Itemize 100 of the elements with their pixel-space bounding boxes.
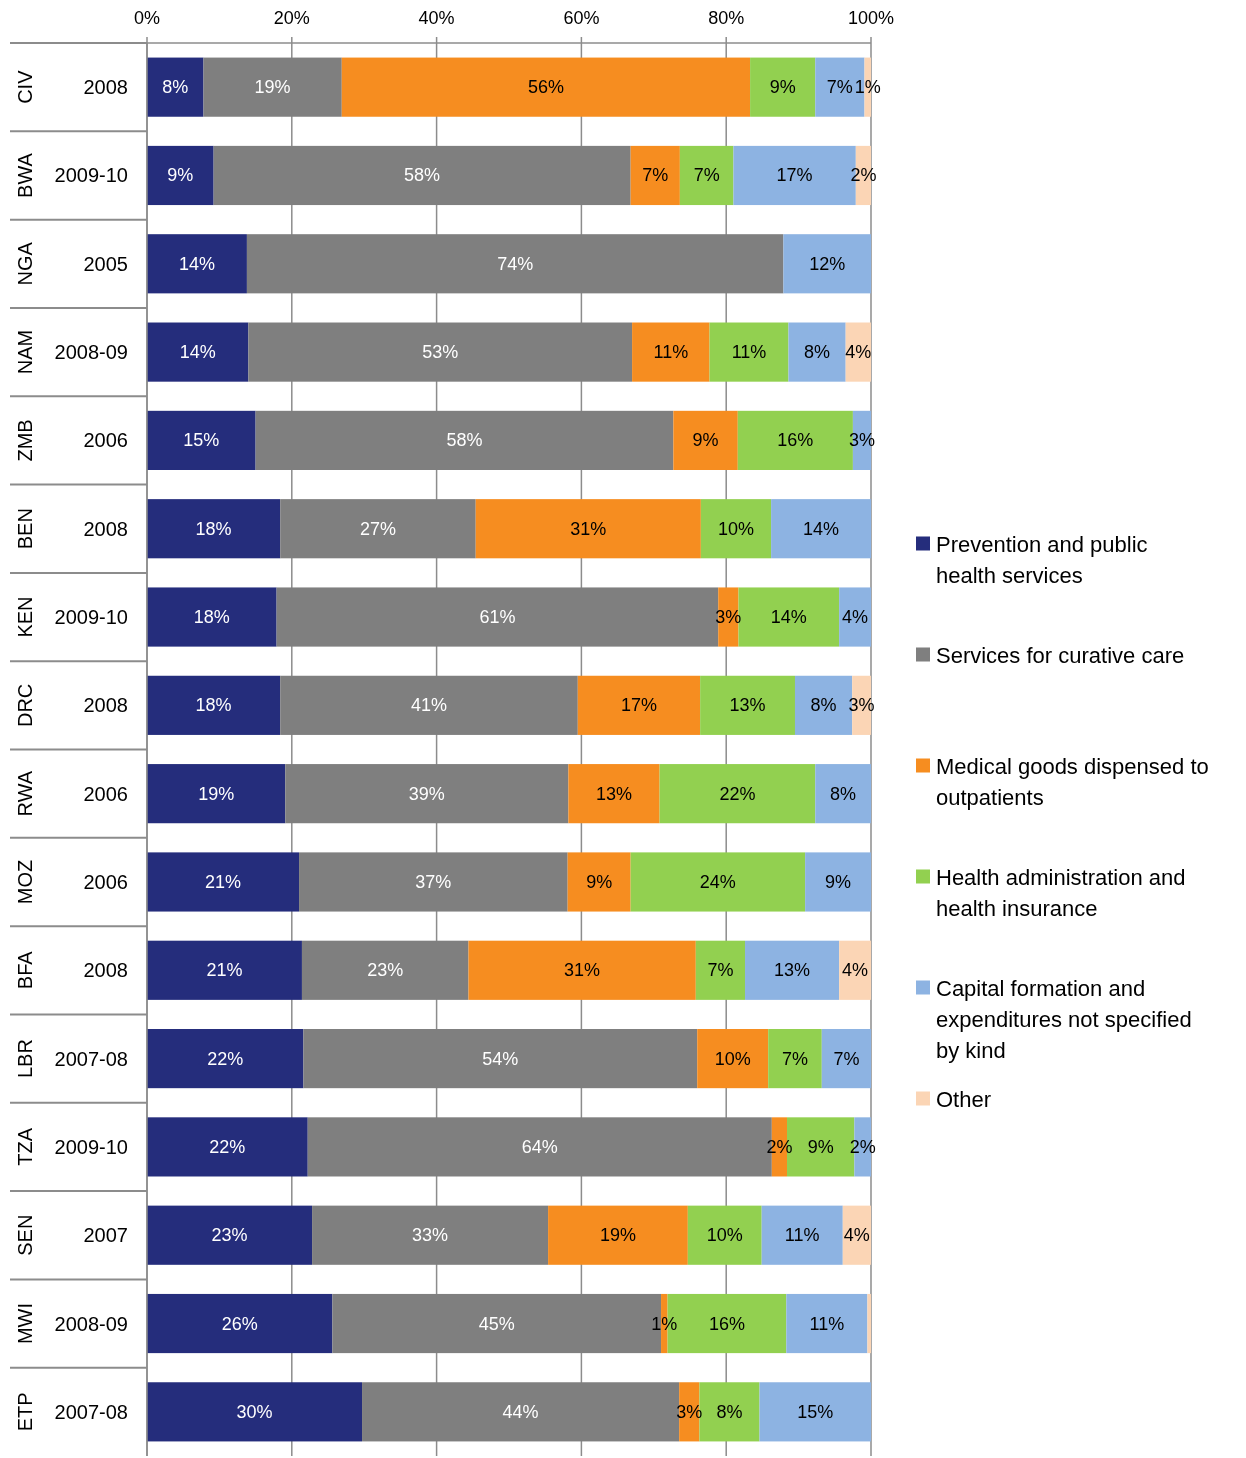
bar	[577, 675, 701, 735]
bar	[687, 1205, 762, 1265]
data-label: 13%	[595, 783, 632, 804]
bar	[255, 410, 674, 470]
y-tick-label: NAM 2008-09	[14, 329, 128, 375]
data-label: 31%	[564, 960, 601, 981]
data-label: 19%	[198, 783, 235, 804]
bar	[567, 852, 631, 912]
bar	[203, 57, 342, 117]
bar	[768, 1029, 822, 1089]
bar	[568, 764, 660, 824]
data-label: 17%	[620, 695, 657, 716]
bar	[312, 1205, 549, 1265]
bar	[805, 852, 871, 912]
data-label: 15%	[797, 1401, 834, 1422]
bar	[246, 234, 784, 294]
y-tick-label: KEN 2009-10	[14, 596, 128, 638]
bar	[301, 940, 469, 1000]
data-label: 9%	[825, 871, 852, 892]
legend-label: Capital formation and expenditures not specified by kind	[936, 975, 1192, 1062]
x-tick-label: 20%	[273, 8, 310, 28]
data-label: 15%	[183, 430, 220, 451]
bar	[147, 1205, 313, 1265]
bar	[147, 1029, 304, 1089]
legend-label: Medical goods dispensed to outpatients	[936, 753, 1209, 809]
data-label: 53%	[422, 342, 459, 363]
bar	[630, 145, 680, 206]
data-label: 64%	[521, 1136, 558, 1157]
data-label: 14%	[178, 253, 215, 274]
bar	[341, 57, 751, 117]
legend-label: Services for curative care	[936, 642, 1185, 667]
data-label: 9%	[692, 430, 719, 451]
legend-label: Other	[936, 1086, 992, 1111]
bar	[248, 322, 633, 382]
bar	[786, 1293, 868, 1354]
legend-label: Prevention and public health services	[936, 531, 1148, 587]
data-label: 4%	[843, 1225, 870, 1246]
data-label: 37%	[415, 871, 452, 892]
data-label: 18%	[195, 518, 232, 539]
data-label: 33%	[412, 1225, 449, 1246]
data-label: 4%	[845, 342, 872, 363]
bar	[147, 410, 256, 470]
data-label: 16%	[777, 430, 814, 451]
bar	[147, 499, 281, 559]
category-label: SEN 2007	[14, 1214, 128, 1256]
data-label: 2%	[766, 1136, 793, 1157]
bar	[783, 234, 871, 294]
data-label: 7%	[826, 77, 853, 98]
bar	[867, 1293, 871, 1354]
data-label: 10%	[717, 518, 754, 539]
bar	[709, 322, 789, 382]
data-label: 1%	[854, 77, 881, 98]
data-label: 39%	[408, 783, 445, 804]
data-label: 11%	[653, 342, 689, 363]
data-label: 3%	[715, 607, 742, 628]
data-label: 31%	[570, 518, 607, 539]
bar	[821, 1029, 871, 1089]
data-label: 9%	[769, 77, 796, 98]
bar	[280, 499, 476, 559]
bar	[468, 940, 696, 1000]
y-tick-label: ETP 2007-08	[14, 1392, 128, 1432]
category-label: RWA 2006	[14, 770, 128, 817]
data-label: 3%	[676, 1401, 703, 1422]
data-label: 22%	[209, 1136, 246, 1157]
bar	[147, 234, 247, 294]
x-tick-label: 80%	[708, 8, 745, 28]
data-label: 10%	[714, 1048, 751, 1069]
x-tick-label: 60%	[563, 8, 600, 28]
data-label: 23%	[211, 1225, 248, 1246]
data-label: 17%	[776, 165, 813, 186]
data-label: 22%	[719, 783, 756, 804]
data-label: 56%	[527, 77, 564, 98]
bar	[632, 322, 710, 382]
category-label: DRC 2008	[14, 683, 128, 728]
bar	[285, 764, 569, 824]
bar	[147, 1117, 308, 1177]
data-label: 10%	[706, 1225, 743, 1246]
data-label: 9%	[586, 871, 613, 892]
bar	[839, 587, 871, 647]
data-label: 14%	[179, 342, 216, 363]
data-label: 16%	[708, 1313, 745, 1334]
y-tick-label: TZA 2009-10	[14, 1127, 128, 1166]
bar	[700, 499, 772, 559]
category-label: CIV 2008	[14, 70, 128, 104]
data-label: 23%	[367, 960, 404, 981]
bar	[147, 587, 277, 647]
data-label: 61%	[479, 607, 516, 628]
data-label: 8%	[804, 342, 831, 363]
bar	[630, 852, 806, 912]
y-tick-label: LBR 2007-08	[14, 1039, 128, 1079]
bar	[299, 852, 568, 912]
data-label: 22%	[207, 1048, 244, 1069]
bar	[147, 57, 204, 117]
bar	[697, 1029, 769, 1089]
data-label: 2%	[850, 165, 877, 186]
data-label: 9%	[807, 1136, 834, 1157]
data-label: 8%	[716, 1401, 743, 1422]
data-label: 18%	[195, 695, 232, 716]
bar	[771, 499, 871, 559]
data-label: 14%	[770, 607, 807, 628]
